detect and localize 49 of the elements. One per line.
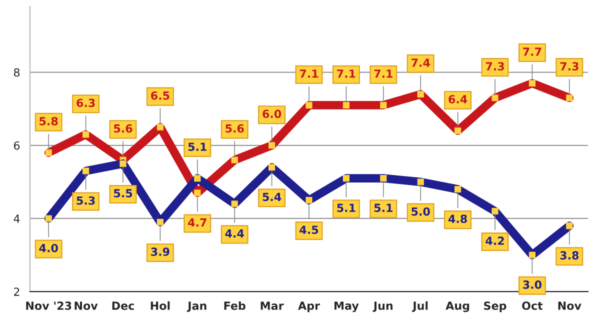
x-tick-label: Sep xyxy=(484,302,506,312)
data-label: 5.8 xyxy=(40,116,58,126)
data-label: 7.1 xyxy=(374,70,392,78)
y-tick-label: 4 xyxy=(14,214,20,223)
x-tick-label: Feb xyxy=(224,301,246,310)
x-tick-label: Nov xyxy=(558,302,582,310)
x-tick-label: Jul xyxy=(412,301,428,312)
x-tick-label: Aug xyxy=(446,302,470,312)
y-tick-label: 8 xyxy=(14,68,20,77)
data-label: 5.6 xyxy=(114,124,132,133)
x-tick-label: Jan xyxy=(187,302,206,312)
data-label: 7.3 xyxy=(560,62,578,71)
x-tick-label: Nov '23 xyxy=(26,302,72,310)
x-tick-label: Mar xyxy=(260,302,284,310)
data-label: 5.3 xyxy=(76,196,95,205)
data-label: 6.4 xyxy=(448,95,468,104)
x-tick-label: May xyxy=(334,302,359,312)
data-label: 7.7 xyxy=(523,48,542,56)
data-label: 6.3 xyxy=(76,98,95,108)
data-label: 4.4 xyxy=(225,229,244,238)
data-label: 4.8 xyxy=(448,214,467,224)
y-tick-label: 2 xyxy=(14,288,20,296)
data-label: 4.7 xyxy=(188,218,206,227)
data-label: 6.5 xyxy=(151,91,170,100)
data-label: 5.5 xyxy=(114,189,132,198)
x-tick-label: Apr xyxy=(298,302,320,312)
x-tick-label: Oct xyxy=(522,302,543,310)
data-label: 5.1 xyxy=(374,204,392,212)
x-tick-label: Jun xyxy=(372,302,393,312)
data-label: 4.2 xyxy=(486,236,504,245)
y-tick-label: 6 xyxy=(14,141,20,150)
data-label: 7.1 xyxy=(337,70,356,78)
data-label: 7.3 xyxy=(486,62,504,71)
data-label: 3.8 xyxy=(560,251,579,260)
data-label: 6.0 xyxy=(262,110,282,118)
data-label: 3.9 xyxy=(151,248,170,256)
data-label: 5.6 xyxy=(226,124,244,133)
x-tick-label: Dec xyxy=(112,302,134,310)
data-label: 4.5 xyxy=(300,226,318,234)
x-tick-label: Hol xyxy=(150,301,170,310)
data-label: 7.4 xyxy=(412,58,430,67)
data-label: 7.1 xyxy=(300,70,318,78)
data-label: 4.0 xyxy=(39,244,58,252)
data-label: 5.1 xyxy=(188,142,206,151)
data-label: 5.4 xyxy=(262,192,282,202)
data-label: 5.0 xyxy=(412,207,430,216)
data-label: 5.1 xyxy=(337,204,356,212)
data-label: 3.0 xyxy=(523,280,542,289)
x-tick-label: Nov xyxy=(74,302,98,310)
